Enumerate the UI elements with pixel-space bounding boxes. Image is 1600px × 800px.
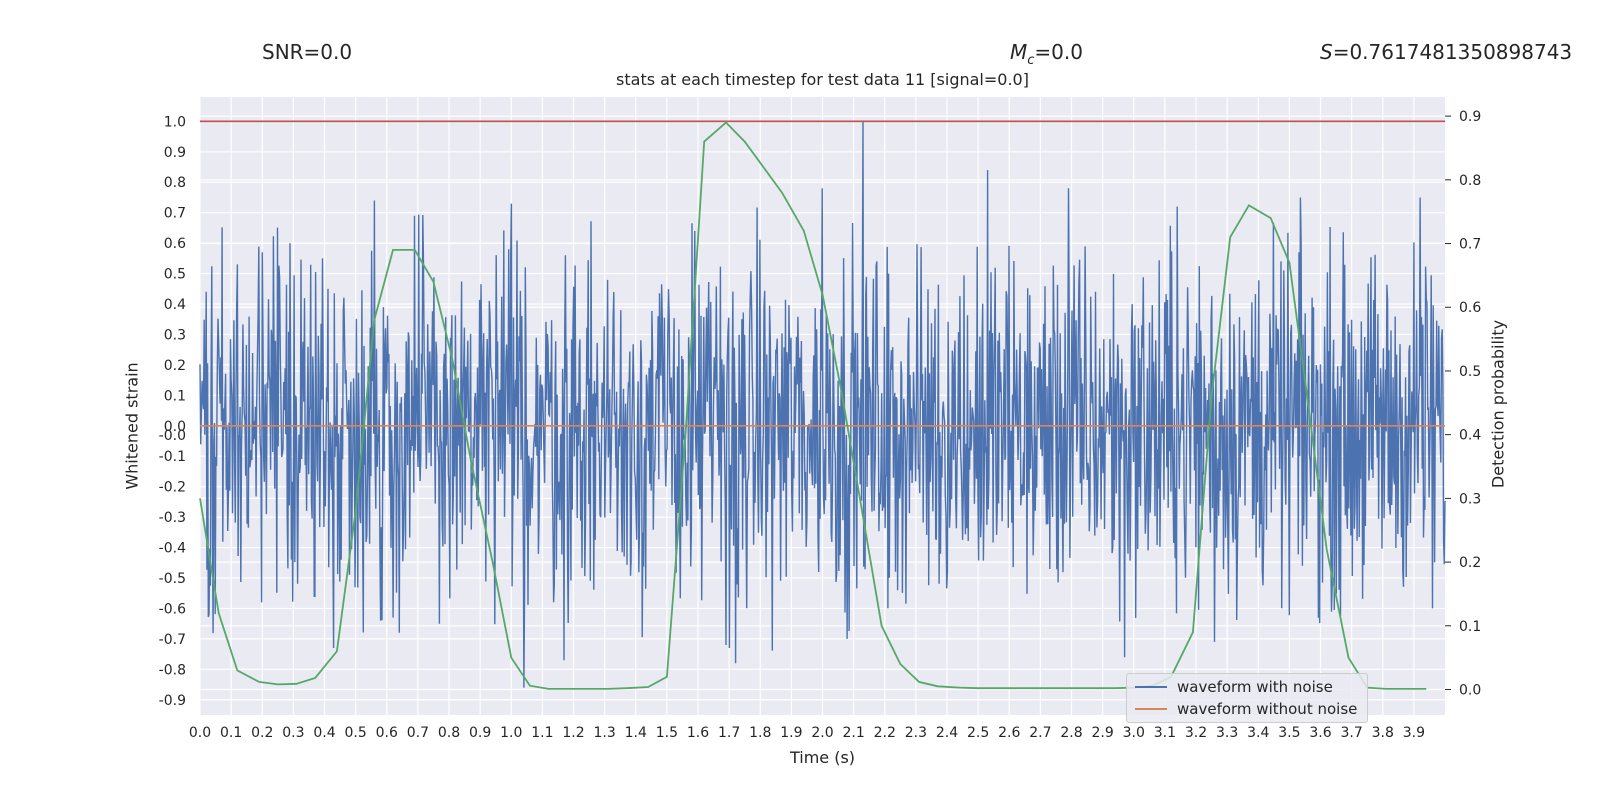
x-tick-label: 1.9 [780,725,802,741]
y-tick-label: -0.9 [159,693,186,709]
y-tick-label: -0.8 [159,662,186,678]
y-tick-label: -0.5 [159,571,186,587]
y-tick-label: -0.1 [159,449,186,465]
y2-tick-label: 0.2 [1459,555,1481,571]
x-tick-label: 2.3 [905,725,927,741]
y2-tick-label: 0.8 [1459,173,1481,189]
x-tick-label: 1.7 [718,725,740,741]
x-tick-label: 0.1 [220,725,242,741]
y2-tick-label: 0.4 [1459,428,1481,444]
x-tick-label: 2.0 [811,725,833,741]
legend-entry-clean: waveform without noise [1135,699,1357,719]
legend-label-clean: waveform without noise [1177,700,1357,718]
y-tick-label: 0.5 [164,267,186,283]
x-tick-label: 0.4 [313,725,335,741]
x-tick-label: 2.1 [842,725,864,741]
x-tick-label: 1.2 [562,725,584,741]
y-tick-label: 1.0 [164,114,186,130]
y-tick-label: 0.3 [164,327,186,343]
x-tick-label: 2.9 [1091,725,1113,741]
x-tick-label: 1.8 [749,725,771,741]
x-tick-label: 1.1 [531,725,553,741]
y-tick-label: -0.2 [159,480,186,496]
y-tick-label: 0.2 [164,358,186,374]
x-tick-label: 3.1 [1154,725,1176,741]
x-tick-label: 0.0 [189,725,211,741]
legend-swatch-clean [1135,708,1167,710]
x-tick-label: 3.3 [1216,725,1238,741]
y-tick-label: 0.6 [164,236,186,252]
x-tick-label: 1.5 [656,725,678,741]
x-tick-label: 1.0 [500,725,522,741]
x-tick-label: 3.7 [1340,725,1362,741]
x-tick-label: 3.6 [1309,725,1331,741]
x-tick-label: 1.3 [593,725,615,741]
x-tick-label: 0.9 [469,725,491,741]
x-tick-label: 3.2 [1185,725,1207,741]
x-tick-label: 3.4 [1247,725,1269,741]
y2-tick-label: 0.3 [1459,491,1481,507]
x-tick-label: 0.3 [282,725,304,741]
y-tick-label: 0.4 [164,297,186,313]
x-tick-label: 2.6 [998,725,1020,741]
y-tick-label: 0.9 [164,145,186,161]
x-tick-label: 0.2 [251,725,273,741]
x-tick-label: 2.5 [967,725,989,741]
x-tick-label: 2.4 [936,725,958,741]
y-tick-label: 0.8 [164,175,186,191]
y-tick-label: 0.1 [164,388,186,404]
x-tick-label: 3.8 [1372,725,1394,741]
x-tick-label: 3.5 [1278,725,1300,741]
x-tick-label: 0.5 [344,725,366,741]
x-tick-label: 1.4 [625,725,647,741]
legend-swatch-noise [1135,686,1167,688]
legend-label-noise: waveform with noise [1177,678,1333,696]
x-tick-label: 3.9 [1403,725,1425,741]
x-tick-label: 2.8 [1060,725,1082,741]
y2-tick-label: 0.7 [1459,237,1481,253]
x-tick-label: 3.0 [1123,725,1145,741]
y-tick-label: -0.3 [159,510,186,526]
y-tick-label: -0.4 [159,541,186,557]
y2-tick-label: 0.0 [1459,683,1481,699]
x-tick-label: 2.7 [1029,725,1051,741]
y2-tick-label: 0.6 [1459,300,1481,316]
y2-tick-label: 0.9 [1459,109,1481,125]
legend: waveform with noise waveform without noi… [1126,673,1368,723]
x-tick-label: 0.6 [376,725,398,741]
y2-tick-label: 0.1 [1459,619,1481,635]
x-tick-label: 0.7 [407,725,429,741]
y-tick-label: -0.7 [159,632,186,648]
y-tick-label: -0.0 [159,428,186,444]
y-tick-label: -0.6 [159,601,186,617]
x-tick-label: 2.2 [874,725,896,741]
y2-tick-label: 0.5 [1459,364,1481,380]
x-tick-label: 1.6 [687,725,709,741]
legend-entry-noise: waveform with noise [1135,677,1333,697]
x-tick-label: 0.8 [438,725,460,741]
y-tick-label: 0.7 [164,206,186,222]
